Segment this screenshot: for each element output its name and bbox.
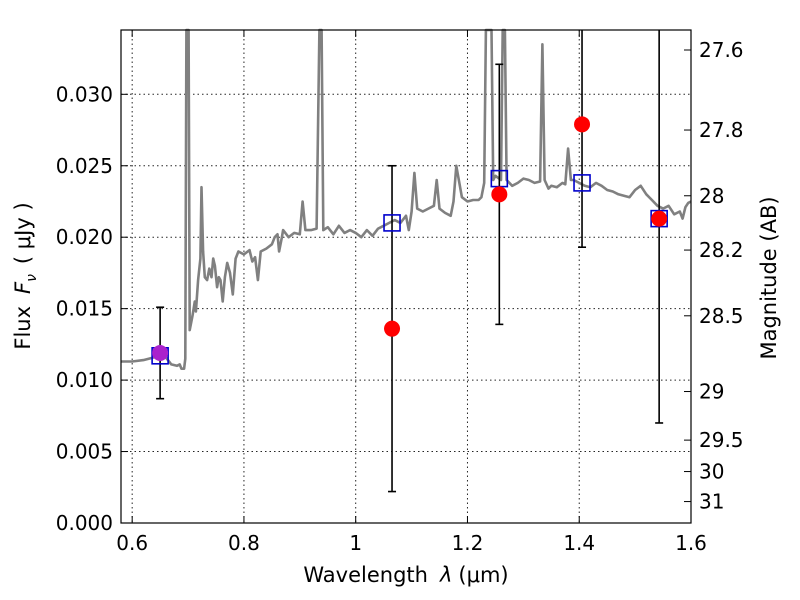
x-axis-label: Wavelength λ (μm) (303, 563, 508, 587)
x-tick-label: 1.6 (675, 531, 707, 555)
y2-tick-label: 28.2 (699, 238, 744, 262)
grid (121, 30, 691, 523)
x-tick-label: 0.8 (228, 531, 260, 555)
y2-tick-label: 29.5 (699, 428, 744, 452)
observed-flux-point (152, 344, 169, 361)
observed-flux-point (491, 186, 508, 203)
observed-flux-point (574, 116, 591, 133)
y-axis-label: FluxFν( μJy ) (11, 202, 40, 349)
x-tick-label: 1 (349, 531, 362, 555)
errorbar-layer (156, 30, 664, 493)
y-tick-label: 0.005 (56, 440, 113, 464)
y-tick-label: 0.015 (56, 297, 113, 321)
y2-tick-label: 28.5 (699, 304, 744, 328)
y-tick-label: 0.000 (56, 511, 113, 535)
y2-tick-label: 27.8 (699, 118, 744, 142)
x-tick-label: 1.2 (452, 531, 484, 555)
y2-tick-label: 31 (699, 490, 724, 514)
y2-axis-label: Magnitude (AB) (757, 196, 781, 359)
spectrum-line-layer (121, 28, 692, 370)
model-square-marker (383, 214, 401, 232)
y-tick-label: 0.020 (56, 225, 113, 249)
ticks: 0.6 0.8 1 1.2 1.4 1.6 0.000 0.005 0.010 0.015 0.02… (56, 30, 744, 555)
y-tick-label: 0.030 (56, 82, 113, 106)
y2-tick-label: 30 (699, 460, 724, 484)
y2-tick-label: 28 (699, 184, 724, 208)
y2-tick-label: 27.6 (699, 38, 744, 62)
x-tick-label: 1.4 (563, 531, 595, 555)
model-square-marker (573, 174, 591, 192)
x-tick-label: 0.6 (116, 531, 148, 555)
y-tick-label: 0.010 (56, 368, 113, 392)
circle-marker-layer (152, 116, 668, 361)
spectrum-line (121, 28, 692, 370)
y2-tick-label: 29 (699, 380, 724, 404)
observed-flux-point (384, 320, 401, 337)
observed-flux-point (651, 210, 668, 227)
y-tick-label: 0.025 (56, 154, 113, 178)
plot-frame (120, 29, 692, 524)
